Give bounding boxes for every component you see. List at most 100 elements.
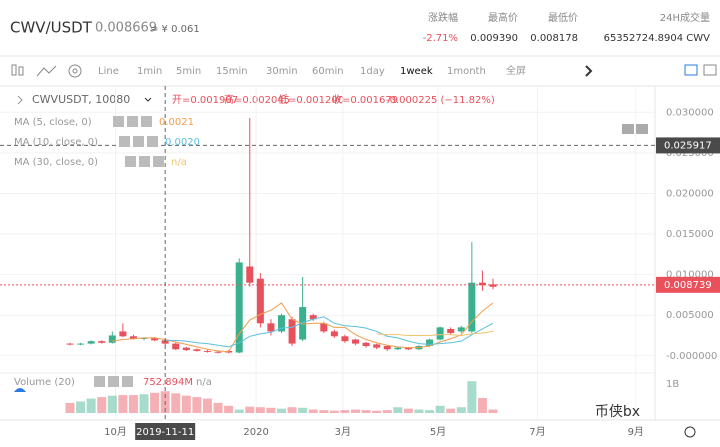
volume-bar: [382, 410, 392, 413]
interval-button[interactable]: 60min: [312, 66, 344, 77]
volume-bar: [171, 393, 181, 413]
volume-bar: [118, 395, 128, 413]
candle-body: [362, 342, 370, 347]
ohlc-value: -0.000225 (−11.82%): [386, 95, 495, 106]
candle-body: [489, 284, 497, 287]
interval-button[interactable]: 全屏: [506, 64, 526, 77]
candle-body: [426, 339, 434, 347]
scale-button[interactable]: [636, 124, 648, 134]
candle-body: [193, 349, 201, 351]
ma-name: MA (10, close, 0): [14, 137, 98, 148]
candle-body: [288, 319, 296, 344]
legend-button[interactable]: [147, 136, 158, 147]
series-title: CWVUSDT, 10080: [32, 93, 130, 106]
stat-value: -2.71%: [423, 33, 458, 44]
interval-button[interactable]: Line: [98, 66, 119, 77]
interval-button[interactable]: 1min: [137, 66, 162, 77]
stat-label: 涨跌幅: [428, 11, 458, 24]
candle-body: [151, 337, 159, 341]
legend-button[interactable]: [141, 116, 152, 127]
candle-body: [267, 323, 275, 332]
candle-body: [341, 336, 349, 342]
legend-button[interactable]: [133, 136, 144, 147]
legend-button[interactable]: [153, 156, 164, 167]
candle-body: [447, 328, 455, 334]
ohlc-value: 开=0.001907: [172, 95, 238, 106]
candle-body: [235, 262, 243, 353]
volume-bar: [181, 395, 191, 413]
scale-button[interactable]: [622, 124, 634, 134]
icon: [72, 68, 78, 74]
interval-button[interactable]: 15min: [216, 66, 248, 77]
crosshair-tag: [656, 137, 720, 154]
volume-bar: [266, 407, 276, 413]
y-tick-label: 0.010000: [666, 270, 714, 281]
legend-button[interactable]: [127, 116, 138, 127]
volume-bar: [393, 407, 403, 413]
toolbar-icons: [11, 64, 717, 78]
stat-label: 最高价: [488, 11, 518, 24]
legend-button[interactable]: [122, 376, 133, 387]
ohlc-value: 收=0.001679: [332, 93, 398, 106]
volume-bar: [287, 407, 297, 413]
price: 0.008669: [95, 21, 157, 36]
legend-button[interactable]: [125, 156, 136, 167]
volume-bar: [308, 409, 318, 413]
volume-bar: [340, 410, 350, 413]
x-tick-label: 2020: [243, 427, 268, 438]
candle-body: [66, 343, 74, 345]
interval-button[interactable]: 1day: [360, 66, 385, 77]
interval-button[interactable]: 30min: [266, 66, 298, 77]
icon: [11, 64, 17, 76]
crosshair-x-tag: [135, 423, 196, 440]
settings-icon[interactable]: [684, 426, 696, 438]
volume-bar: [65, 402, 75, 413]
collapse-icon[interactable]: [17, 95, 23, 105]
interval-button[interactable]: 1week: [400, 66, 433, 77]
volume-bar: [329, 410, 339, 413]
legend-button[interactable]: [139, 156, 150, 167]
crosshair-label: 0.025917: [664, 140, 712, 151]
ohlc-value: 低=0.001200: [278, 93, 344, 106]
candle-body: [383, 346, 391, 350]
legend-button[interactable]: [108, 376, 119, 387]
volume-bar: [477, 397, 487, 413]
volume-bar: [446, 408, 456, 413]
volume-bar: [150, 392, 160, 413]
dropdown[interactable]: [144, 97, 152, 102]
legend-button[interactable]: [119, 136, 130, 147]
candle-body: [256, 278, 264, 324]
icon[interactable]: [684, 64, 698, 76]
ma-value: 0.0020: [165, 137, 200, 148]
volume-bar: [277, 408, 286, 413]
candle-body: [278, 315, 285, 332]
candle-body: [129, 336, 137, 339]
icon: [68, 64, 82, 78]
candle-body: [457, 327, 465, 332]
interval-button[interactable]: 5min: [176, 66, 201, 77]
y-tick-label: -0.000000: [666, 351, 717, 362]
volume-bar: [403, 408, 413, 413]
stat-label: 24H成交量: [660, 11, 710, 24]
volume-bar: [107, 395, 117, 413]
volume-bar: [319, 410, 329, 413]
ma-line: [112, 302, 494, 353]
candle-body: [182, 347, 190, 351]
ohlc-value: 高=0.002045: [224, 93, 290, 106]
plot: [0, 86, 655, 420]
x-tick-label: 10月: [104, 426, 127, 438]
pair: CWV/USDT: [10, 19, 93, 37]
volume-value: 752.894M: [143, 377, 193, 388]
legend-button[interactable]: [113, 116, 124, 127]
icon[interactable]: [703, 64, 717, 76]
ohlc: 开=0.001907高=0.002045低=0.001200收=0.001679…: [172, 93, 495, 106]
candle-body: [299, 307, 307, 340]
ma-line: [376, 330, 494, 336]
legend-button[interactable]: [94, 376, 105, 387]
stat-label: 最低价: [548, 11, 578, 24]
interval-button[interactable]: 1month: [447, 66, 486, 77]
candle-body: [172, 343, 180, 350]
toolbar: Line 1min 5min 15min 30min 60min 1day 1week 1mon…: [98, 64, 526, 77]
icon[interactable]: [585, 65, 593, 77]
